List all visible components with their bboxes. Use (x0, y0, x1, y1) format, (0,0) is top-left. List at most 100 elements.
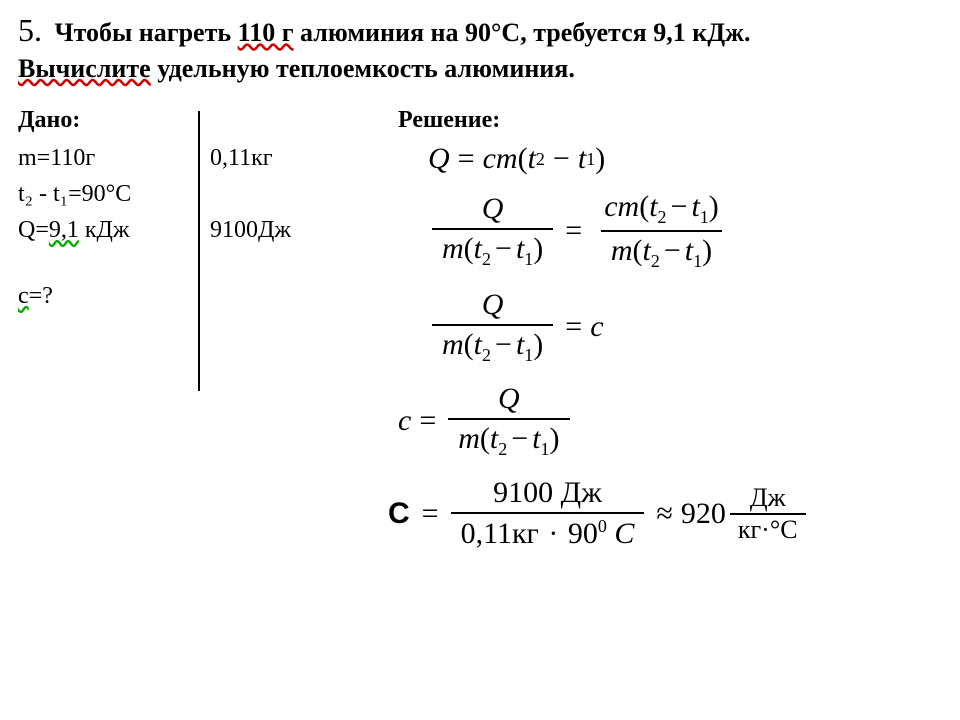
eq2-lhs-s1: 1 (524, 249, 533, 269)
given-find: с=? (18, 278, 204, 314)
eq4-eq: = (411, 404, 444, 438)
eq2-rhs-s2n: 2 (658, 207, 667, 227)
eq5-C: C (388, 497, 410, 531)
eq3-c: c (590, 310, 603, 344)
eq2-rhs-m: m (611, 234, 633, 267)
given-mass-si: 0,11кг (204, 140, 273, 176)
eq3-close: ) (533, 328, 543, 361)
given-find-a: с (18, 283, 29, 309)
eq2-rhs-s1n: 1 (700, 207, 709, 227)
problem-text-1c: алюминия на 90°С, требуется 9,1 кДж. (294, 18, 751, 47)
eq2-rhs-close1: ) (709, 190, 719, 223)
eq3-eq: = (557, 310, 590, 344)
problem-text-2a: Вычислите (18, 54, 151, 83)
given-q-si: 9100Дж (204, 212, 291, 248)
eq4-open: ( (480, 422, 490, 455)
eq2-eq: = (557, 214, 590, 248)
given-q-row: Q=9,1 кДж 9100Дж (18, 212, 348, 248)
eq4-s2: 2 (498, 439, 507, 459)
eq5-eq: = (414, 497, 447, 531)
eq1-minus: − (545, 142, 578, 176)
eq4-min: − (507, 422, 532, 455)
eq4-num: Q (498, 382, 520, 415)
eq-3: Q m(t2−t1) = c (428, 286, 942, 368)
eq2-rhs-open2: ( (633, 234, 643, 267)
eq1-t2: t (528, 142, 536, 176)
eq5-num: 9100 Дж (483, 474, 612, 512)
eq1-sub1: 1 (586, 149, 595, 170)
eq2-lhs-open: ( (464, 232, 474, 265)
eq5-frac: 9100 Дж 0,11кг · 900 С (451, 474, 645, 553)
eq2-lhs-s2: 2 (482, 249, 491, 269)
eq2-rhs-minn: − (667, 190, 692, 223)
solution-heading: Решение: (388, 107, 942, 134)
eq-2: Q m(t2−t1) = cm(t2−t1) m(t2−t1) (428, 188, 942, 274)
eq3-s1: 1 (524, 345, 533, 365)
given-find-row: с=? (18, 278, 348, 314)
eq5-unit: Дж кг·°С (730, 483, 806, 545)
given-heading: Дано: (18, 107, 348, 134)
given-mass-row: m=110г 0,11кг (18, 140, 348, 176)
problem-mass: 110 г (238, 18, 294, 47)
eq2-rhs-close2: ) (702, 234, 712, 267)
eq2-lhs-frac: Q m(t2−t1) (432, 190, 553, 272)
given-q-c: кДж (79, 217, 130, 243)
eq1-open: ( (518, 142, 528, 176)
eq5-result: 920 (681, 497, 726, 531)
eq1-cm: cm (483, 142, 518, 176)
eq-1: Q = cm(t2 − t1) (428, 142, 942, 176)
problem-text-1a: Чтобы нагреть (55, 18, 238, 47)
eq1-eq: = (450, 142, 483, 176)
eq4-frac: Q m(t2−t1) (448, 380, 569, 462)
eq5-unit-a: кг (738, 515, 761, 544)
eq3-min: − (491, 328, 516, 361)
given-mass: m=110г (18, 140, 204, 176)
eq3-frac: Q m(t2−t1) (432, 286, 553, 368)
eq2-rhs-cm: cm (604, 190, 639, 223)
eq2-rhs-open1: ( (639, 190, 649, 223)
eq4-t1: t (532, 422, 540, 455)
eq2-rhs-t2n: t (649, 190, 657, 223)
eq4-close: ) (550, 422, 560, 455)
eq4-m: m (458, 422, 480, 455)
eq5-den-c: С (614, 517, 634, 550)
eq1-Q: Q (428, 142, 450, 176)
eq2-rhs-s1d: 1 (693, 251, 702, 271)
eq4-c: c (398, 404, 411, 438)
eq3-open: ( (464, 328, 474, 361)
eq5-den-a: 0,11кг (461, 517, 539, 550)
eq2-rhs-t1n: t (691, 190, 699, 223)
eq-4: c = Q m(t2−t1) (398, 380, 942, 462)
eq2-lhs-minus: − (491, 232, 516, 265)
problem-number: 5. (18, 12, 42, 48)
given-dt-row: t₂ - t₁=90°С (18, 176, 348, 212)
eq4-s1: 1 (541, 439, 550, 459)
solution-block: Решение: Q = cm(t2 − t1) Q m(t2−t1) = cm… (348, 107, 942, 565)
eq3-num: Q (482, 288, 504, 321)
eq2-rhs-t1d: t (685, 234, 693, 267)
eq2-lhs-m: m (442, 232, 464, 265)
eq5-den-dot: · (546, 517, 560, 550)
eq2-lhs-num: Q (482, 192, 504, 225)
eq1-sub2: 2 (536, 149, 545, 170)
eq4-t2: t (490, 422, 498, 455)
given-block: Дано: m=110г 0,11кг t₂ - t₁=90°С Q=9,1 к… (18, 107, 348, 565)
eq2-lhs-t2: t (474, 232, 482, 265)
eq2-rhs-t2d: t (643, 234, 651, 267)
eq3-t2: t (474, 328, 482, 361)
eq5-den-b: 90 (568, 517, 598, 550)
eq-5: C = 9100 Дж 0,11кг · 900 С ≈ 920 Дж кг·°… (388, 474, 942, 553)
eq2-lhs-close: ) (533, 232, 543, 265)
given-dt: t₂ - t₁=90°С (18, 176, 204, 212)
eq5-unit-b: С (780, 515, 797, 544)
eq1-close: ) (595, 142, 605, 176)
given-q-b: 9,1 (49, 217, 79, 243)
divider-line (198, 111, 200, 391)
eq2-rhs-mind: − (660, 234, 685, 267)
eq5-unit-dot: · (761, 515, 770, 544)
given-q-a: Q= (18, 217, 49, 243)
eq2-rhs-frac: cm(t2−t1) m(t2−t1) (594, 188, 729, 274)
problem-text-2b: удельную теплоемкость алюминия. (151, 54, 575, 83)
problem-statement: 5. Чтобы нагреть 110 г алюминия на 90°С,… (18, 10, 942, 85)
eq1-t1: t (578, 142, 586, 176)
